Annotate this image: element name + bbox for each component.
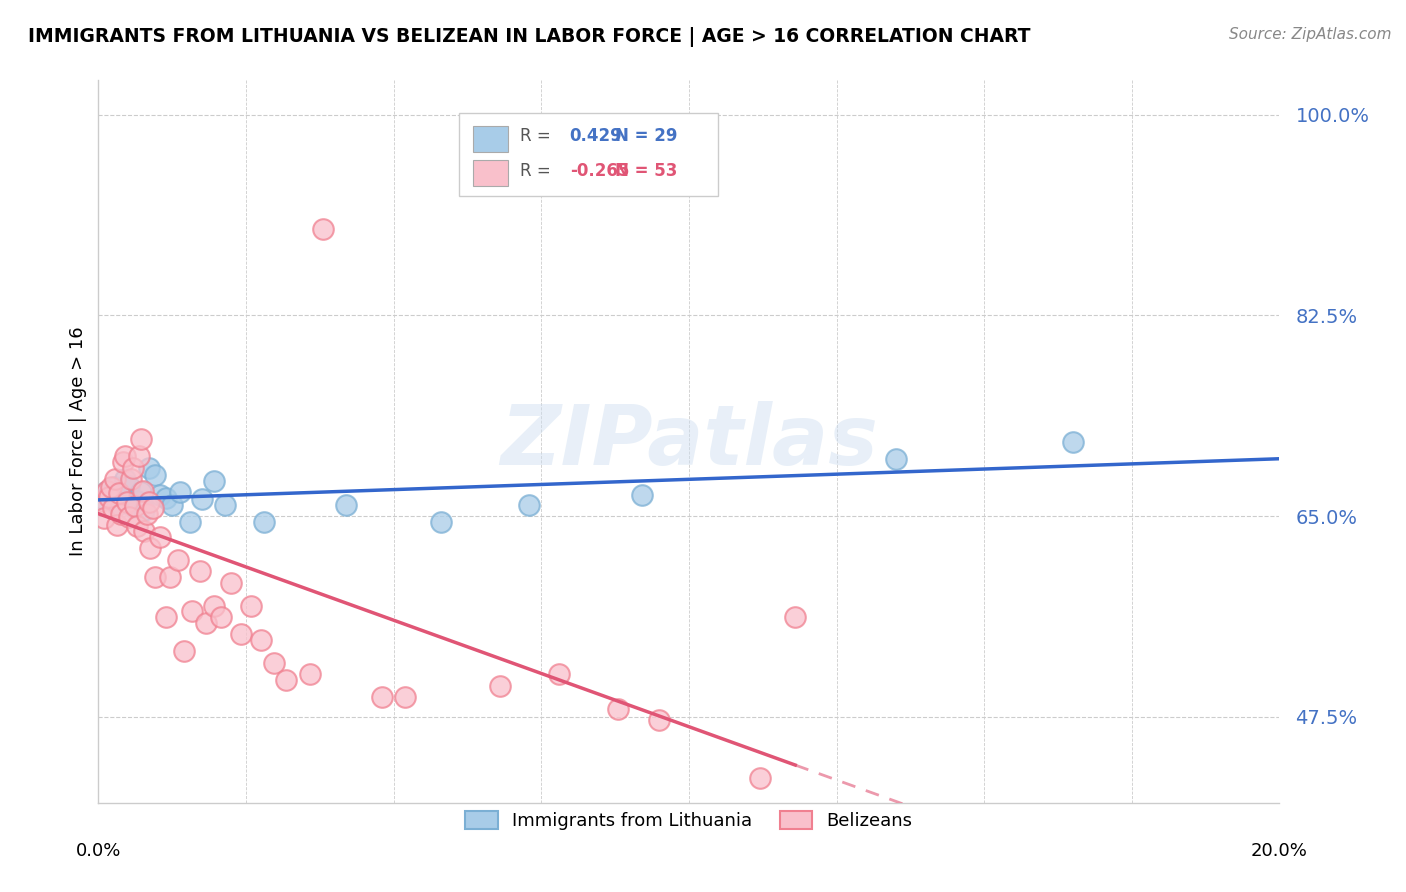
- Point: [104, 472, 127, 486]
- Point: [100, 488, 122, 502]
- Point: [115, 495, 138, 509]
- Point: [114, 472, 136, 486]
- Point: [129, 432, 152, 446]
- Point: [118, 510, 141, 524]
- Point: [96, 483, 118, 498]
- Text: 20.0%: 20.0%: [1251, 842, 1308, 860]
- Point: [91, 491, 114, 506]
- Point: [607, 702, 630, 716]
- Point: [149, 530, 172, 544]
- Point: [167, 552, 190, 566]
- Point: [162, 498, 183, 512]
- Point: [180, 604, 202, 618]
- Point: [155, 491, 177, 505]
- Point: [159, 570, 181, 584]
- Text: R =: R =: [520, 127, 555, 145]
- Point: [430, 515, 453, 529]
- Point: [132, 483, 155, 498]
- Point: [121, 461, 143, 475]
- Point: [239, 599, 262, 613]
- Point: [110, 507, 132, 521]
- Legend: Immigrants from Lithuania, Belizeans: Immigrants from Lithuania, Belizeans: [458, 804, 920, 837]
- Point: [139, 541, 162, 556]
- Point: [188, 564, 211, 578]
- Point: [138, 461, 160, 475]
- Point: [155, 610, 177, 624]
- Point: [250, 632, 273, 647]
- Point: [335, 498, 357, 512]
- Point: [231, 627, 253, 641]
- Point: [108, 486, 131, 500]
- Point: [202, 474, 225, 488]
- Point: [884, 451, 907, 466]
- Point: [519, 498, 541, 512]
- Point: [263, 656, 285, 670]
- Point: [104, 480, 127, 494]
- Point: [209, 610, 232, 624]
- Point: [125, 519, 148, 533]
- Point: [134, 503, 156, 517]
- FancyBboxPatch shape: [458, 112, 718, 196]
- Point: [214, 498, 236, 512]
- Point: [548, 667, 571, 681]
- Point: [118, 479, 141, 493]
- Point: [90, 494, 112, 508]
- Text: 0.0%: 0.0%: [76, 842, 121, 860]
- Point: [121, 500, 143, 514]
- Point: [100, 480, 122, 494]
- Point: [143, 570, 166, 584]
- Point: [191, 491, 214, 506]
- Text: N = 29: N = 29: [614, 127, 678, 145]
- Point: [221, 575, 243, 590]
- Point: [630, 488, 652, 502]
- Text: Source: ZipAtlas.com: Source: ZipAtlas.com: [1229, 27, 1392, 42]
- Point: [202, 599, 225, 613]
- Point: [129, 485, 152, 500]
- Point: [149, 488, 172, 502]
- Point: [98, 490, 121, 504]
- Point: [135, 507, 157, 521]
- Point: [110, 488, 132, 502]
- Point: [103, 501, 125, 516]
- Point: [648, 713, 671, 727]
- Point: [138, 495, 160, 509]
- Point: [179, 515, 201, 529]
- Point: [371, 690, 394, 705]
- Point: [748, 771, 770, 785]
- Point: [120, 472, 142, 486]
- Point: [96, 483, 118, 498]
- Point: [785, 610, 807, 624]
- Text: -0.265: -0.265: [569, 161, 628, 179]
- Text: N = 53: N = 53: [614, 161, 676, 179]
- Point: [276, 673, 298, 687]
- FancyBboxPatch shape: [472, 161, 508, 186]
- Point: [128, 450, 150, 464]
- Point: [105, 498, 128, 512]
- Point: [142, 501, 165, 516]
- Point: [134, 524, 156, 538]
- Point: [124, 499, 146, 513]
- Point: [105, 518, 128, 533]
- Point: [173, 644, 195, 658]
- Point: [312, 222, 335, 236]
- FancyBboxPatch shape: [472, 126, 508, 152]
- Y-axis label: In Labor Force | Age > 16: In Labor Force | Age > 16: [69, 326, 87, 557]
- Point: [112, 455, 135, 469]
- Text: 0.429: 0.429: [569, 127, 623, 145]
- Text: ZIPatlas: ZIPatlas: [501, 401, 877, 482]
- Point: [93, 511, 115, 525]
- Point: [169, 485, 191, 500]
- Point: [1062, 434, 1084, 449]
- Point: [125, 494, 148, 508]
- Point: [298, 667, 321, 681]
- Point: [194, 615, 217, 630]
- Point: [489, 679, 512, 693]
- Point: [143, 467, 166, 482]
- Point: [114, 450, 136, 464]
- Point: [253, 515, 276, 529]
- Point: [394, 690, 416, 705]
- Text: IMMIGRANTS FROM LITHUANIA VS BELIZEAN IN LABOR FORCE | AGE > 16 CORRELATION CHAR: IMMIGRANTS FROM LITHUANIA VS BELIZEAN IN…: [28, 27, 1031, 46]
- Text: R =: R =: [520, 161, 555, 179]
